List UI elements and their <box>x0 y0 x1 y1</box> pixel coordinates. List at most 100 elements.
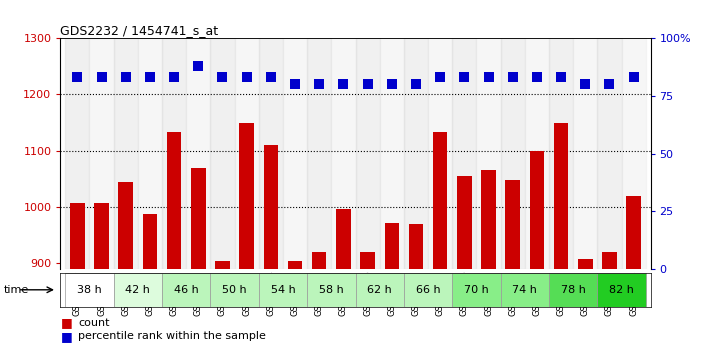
Bar <box>525 38 549 269</box>
Bar <box>191 168 205 269</box>
Bar <box>385 223 399 269</box>
Bar <box>119 182 133 269</box>
Bar <box>114 273 162 307</box>
Bar <box>452 38 476 269</box>
Text: 50 h: 50 h <box>223 285 247 295</box>
Bar <box>597 273 646 307</box>
Text: 42 h: 42 h <box>125 285 150 295</box>
Bar <box>549 273 597 307</box>
Bar <box>138 38 162 269</box>
Bar <box>356 38 380 269</box>
Bar <box>307 38 331 269</box>
Point <box>459 75 470 80</box>
Bar <box>167 132 181 269</box>
Bar <box>621 38 646 269</box>
Bar <box>331 38 356 269</box>
Point <box>217 75 228 80</box>
Point <box>144 75 156 80</box>
Point <box>507 75 518 80</box>
Point <box>362 81 373 87</box>
Point <box>483 75 494 80</box>
Text: GDS2232 / 1454741_s_at: GDS2232 / 1454741_s_at <box>60 24 218 37</box>
Text: 70 h: 70 h <box>464 285 488 295</box>
Point <box>531 75 542 80</box>
Text: time: time <box>4 285 29 295</box>
Bar <box>235 38 259 269</box>
Bar <box>288 260 302 269</box>
Bar <box>95 203 109 269</box>
Bar <box>554 122 568 269</box>
Bar <box>501 273 549 307</box>
Point <box>193 63 204 68</box>
Point <box>410 81 422 87</box>
Bar <box>210 38 235 269</box>
Bar <box>210 273 259 307</box>
Text: 46 h: 46 h <box>173 285 198 295</box>
Text: percentile rank within the sample: percentile rank within the sample <box>78 332 266 341</box>
Point <box>555 75 567 80</box>
Bar <box>626 196 641 269</box>
Point <box>604 81 615 87</box>
Bar <box>114 38 138 269</box>
Bar <box>336 209 351 269</box>
Bar <box>264 145 278 269</box>
Bar <box>549 38 573 269</box>
Point <box>434 75 446 80</box>
Bar <box>65 273 114 307</box>
Bar <box>573 38 597 269</box>
Point <box>338 81 349 87</box>
Bar <box>65 38 90 269</box>
Text: 38 h: 38 h <box>77 285 102 295</box>
Bar <box>259 38 283 269</box>
Bar <box>143 214 157 269</box>
Point <box>265 75 277 80</box>
Text: 58 h: 58 h <box>319 285 343 295</box>
Bar <box>530 151 544 269</box>
Bar <box>90 38 114 269</box>
Point <box>72 75 83 80</box>
Text: 66 h: 66 h <box>416 285 440 295</box>
Bar <box>404 273 452 307</box>
Bar <box>476 38 501 269</box>
Point <box>314 81 325 87</box>
Bar <box>501 38 525 269</box>
Bar <box>433 132 447 269</box>
Bar <box>404 38 428 269</box>
Bar <box>215 260 230 269</box>
Bar <box>283 38 307 269</box>
Bar <box>481 170 496 269</box>
Bar <box>70 203 85 269</box>
Point <box>628 75 639 80</box>
Bar <box>409 224 423 269</box>
Bar <box>428 38 452 269</box>
Text: 82 h: 82 h <box>609 285 634 295</box>
Point <box>241 75 252 80</box>
Bar <box>602 252 616 269</box>
Bar <box>506 180 520 269</box>
Point <box>289 81 301 87</box>
Bar <box>380 38 404 269</box>
Bar <box>452 273 501 307</box>
Point <box>386 81 397 87</box>
Bar <box>312 252 326 269</box>
Text: 78 h: 78 h <box>561 285 586 295</box>
Text: 62 h: 62 h <box>368 285 392 295</box>
Bar <box>162 273 210 307</box>
Bar <box>162 38 186 269</box>
Point <box>169 75 180 80</box>
Point <box>579 81 591 87</box>
Point <box>120 75 132 80</box>
Text: ■: ■ <box>60 330 73 343</box>
Text: 54 h: 54 h <box>271 285 295 295</box>
Bar <box>307 273 356 307</box>
Bar <box>240 122 254 269</box>
Bar <box>360 252 375 269</box>
Text: 74 h: 74 h <box>513 285 538 295</box>
Bar <box>186 38 210 269</box>
Text: ■: ■ <box>60 316 73 329</box>
Bar <box>578 259 592 269</box>
Text: count: count <box>78 318 109 327</box>
Bar <box>356 273 404 307</box>
Bar <box>259 273 307 307</box>
Bar <box>597 38 621 269</box>
